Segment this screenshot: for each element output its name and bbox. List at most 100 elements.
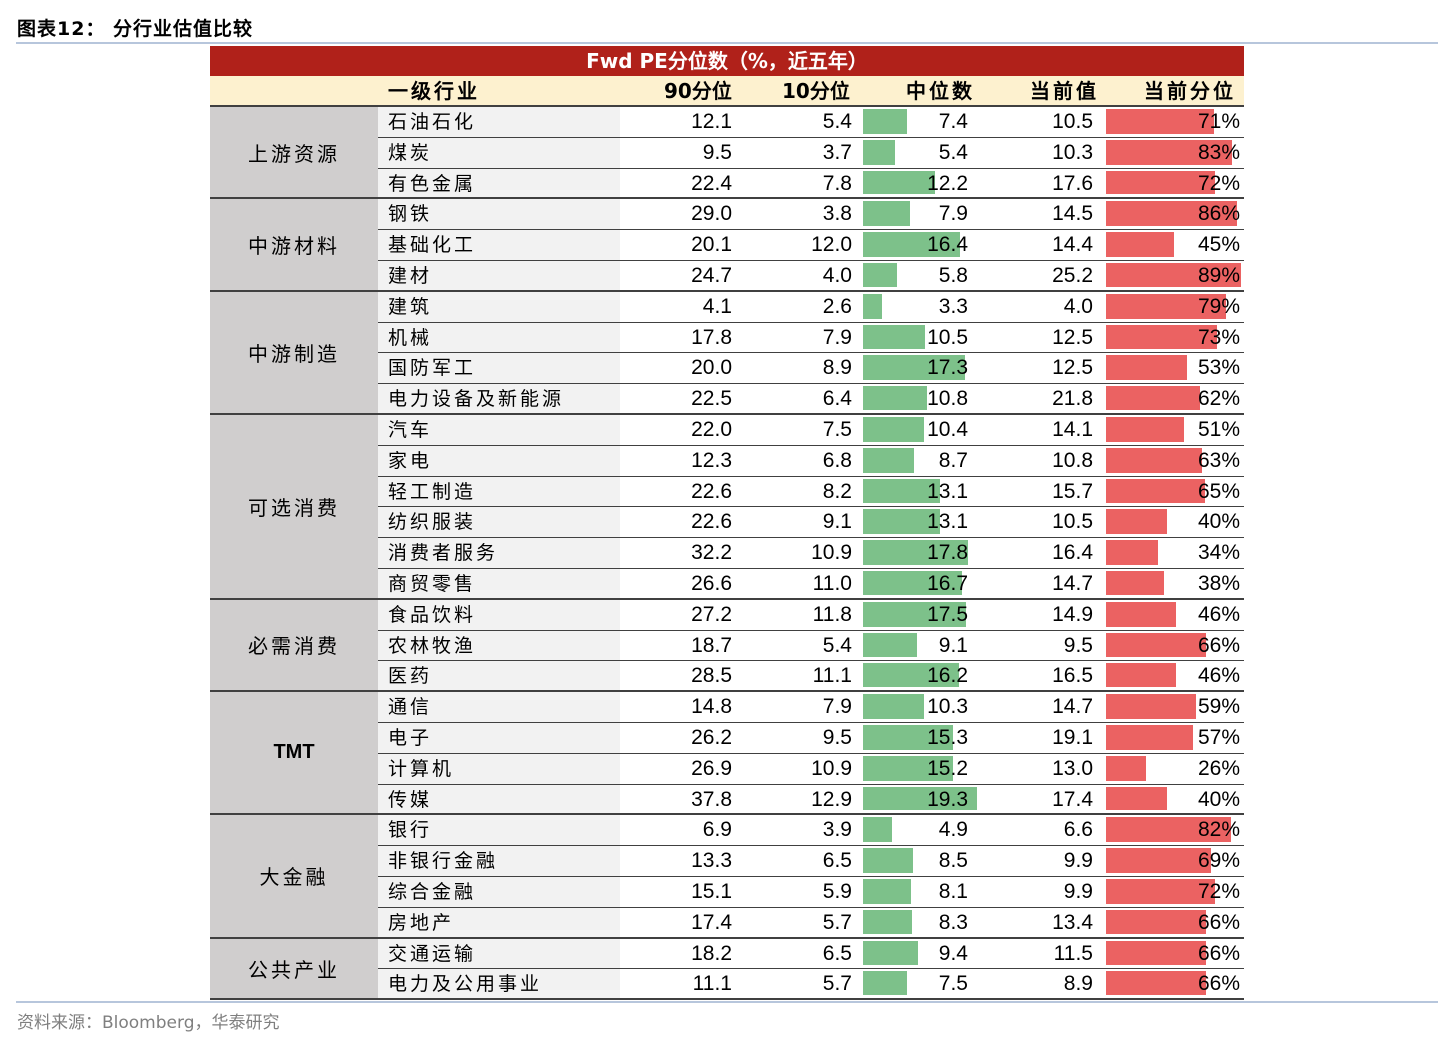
p10-value: 6.5 (822, 849, 852, 873)
figure-title: 图表12： 分行业估值比较 (17, 18, 254, 40)
pct-databar (1106, 940, 1207, 966)
median-databar (863, 817, 892, 843)
median-value: 10.5 (927, 325, 968, 349)
current-value: 14.7 (1052, 572, 1093, 595)
p90-value: 14.8 (691, 695, 732, 719)
current-pct-value: 66% (1197, 633, 1240, 657)
group-label: 中游材料 (210, 199, 378, 292)
p10-value: 4.0 (822, 264, 852, 287)
p10-value: 5.4 (822, 633, 852, 657)
table-body: 上游资源 石油石化 12.1 5.4 7.4 10.5 71% 煤炭 9.5 3.7 5.4 10.3… (210, 107, 1244, 1001)
median-cell: 10.8 (863, 384, 975, 413)
pct-databar (1106, 909, 1207, 934)
current-pct-value: 89% (1197, 264, 1240, 287)
p10-value: 10.9 (811, 541, 852, 565)
median-value: 9.1 (938, 633, 968, 657)
current-value: 21.8 (1052, 387, 1093, 411)
table-row: 交通运输 18.2 6.5 9.4 11.5 66% (378, 938, 1244, 970)
current-pct-value: 40% (1197, 787, 1240, 811)
p10-value: 6.4 (822, 387, 852, 411)
table-row: 商贸零售 26.6 11.0 16.7 14.7 38% (378, 569, 1244, 600)
median-value: 5.8 (938, 264, 968, 287)
current-pct-value: 59% (1197, 695, 1240, 719)
p90-value: 22.4 (691, 171, 732, 195)
p10-value: 5.4 (822, 110, 852, 133)
header-p90: 90分位 (664, 79, 732, 103)
header-current-pct: 当前分位 (1144, 79, 1236, 103)
header-row: 一级行业 90分位 10分位 中位数 当前值 当前分位 (210, 76, 1244, 107)
median-value: 7.9 (938, 202, 968, 226)
current-pct-value: 72% (1197, 171, 1240, 195)
median-databar (863, 632, 917, 658)
industry-name: 有色金属 (378, 168, 620, 198)
table-row: 通信 14.8 7.9 10.3 14.7 59% (378, 692, 1244, 723)
median-value: 10.4 (927, 418, 968, 441)
current-pct-value: 86% (1197, 202, 1240, 226)
median-value: 8.5 (938, 849, 968, 873)
table-row: 计算机 26.9 10.9 15.2 13.0 26% (378, 753, 1244, 785)
median-databar (863, 386, 927, 410)
median-databar (863, 232, 960, 257)
p10-value: 7.9 (822, 695, 852, 719)
median-cell: 10.4 (863, 415, 975, 445)
median-value: 3.3 (938, 294, 968, 318)
current-value: 12.5 (1052, 325, 1093, 349)
pct-databar (1106, 263, 1242, 287)
industry-name: 非银行金融 (378, 846, 620, 876)
bottom-divider (16, 1001, 1438, 1003)
p90-value: 22.6 (691, 510, 732, 534)
median-value: 8.1 (938, 880, 968, 903)
median-databar (863, 139, 895, 165)
pct-databar (1106, 293, 1227, 319)
pct-databar (1106, 571, 1164, 595)
industry-name: 国防军工 (378, 353, 620, 384)
median-cell: 15.3 (863, 723, 975, 753)
median-value: 16.4 (927, 233, 968, 257)
current-value: 10.8 (1052, 448, 1093, 472)
p10-value: 5.7 (822, 972, 852, 996)
p10-value: 7.5 (822, 418, 852, 441)
industry-name: 商贸零售 (378, 569, 620, 598)
current-pct-value: 69% (1197, 849, 1240, 873)
current-pct-cell: 66% (1106, 939, 1244, 969)
group-label: 可选消费 (210, 415, 378, 600)
current-pct-value: 53% (1197, 356, 1240, 380)
industry-name: 基础化工 (378, 230, 620, 260)
current-pct-value: 62% (1197, 387, 1240, 411)
pct-databar (1106, 478, 1205, 504)
pct-databar (1106, 109, 1214, 134)
current-value: 15.7 (1052, 479, 1093, 503)
median-value: 8.7 (938, 448, 968, 472)
current-pct-cell: 46% (1106, 661, 1244, 690)
median-databar (863, 786, 977, 811)
median-value: 12.2 (927, 171, 968, 195)
current-value: 10.5 (1052, 510, 1093, 534)
table-row: 机械 17.8 7.9 10.5 12.5 73% (378, 322, 1244, 354)
median-databar (863, 478, 941, 504)
median-value: 7.5 (938, 972, 968, 996)
current-value: 17.6 (1052, 171, 1093, 195)
p10-value: 5.7 (822, 910, 852, 934)
pct-databar (1106, 447, 1202, 473)
median-value: 10.8 (927, 387, 968, 411)
p10-value: 9.1 (822, 510, 852, 534)
p10-value: 6.8 (822, 448, 852, 472)
table-row: 轻工制造 22.6 8.2 13.1 15.7 65% (378, 476, 1244, 508)
current-pct-value: 46% (1197, 664, 1240, 688)
p10-value: 3.8 (822, 202, 852, 226)
source-note: 资料来源：Bloomberg，华泰研究 (17, 1013, 280, 1033)
median-cell: 5.4 (863, 138, 975, 168)
median-cell: 8.1 (863, 877, 975, 907)
industry-name: 机械 (378, 322, 620, 353)
industry-name: 电子 (378, 723, 620, 753)
current-pct-cell: 73% (1106, 323, 1244, 353)
median-databar (863, 170, 935, 195)
median-cell: 19.3 (863, 785, 977, 814)
industry-name: 交通运输 (378, 938, 620, 969)
p10-value: 6.5 (822, 941, 852, 965)
median-cell: 7.5 (863, 969, 975, 998)
table-row: 家电 12.3 6.8 8.7 10.8 63% (378, 445, 1244, 477)
current-pct-cell: 71% (1106, 107, 1244, 137)
table-row: 房地产 17.4 5.7 8.3 13.4 66% (378, 907, 1244, 939)
industry-name: 传媒 (378, 784, 620, 814)
